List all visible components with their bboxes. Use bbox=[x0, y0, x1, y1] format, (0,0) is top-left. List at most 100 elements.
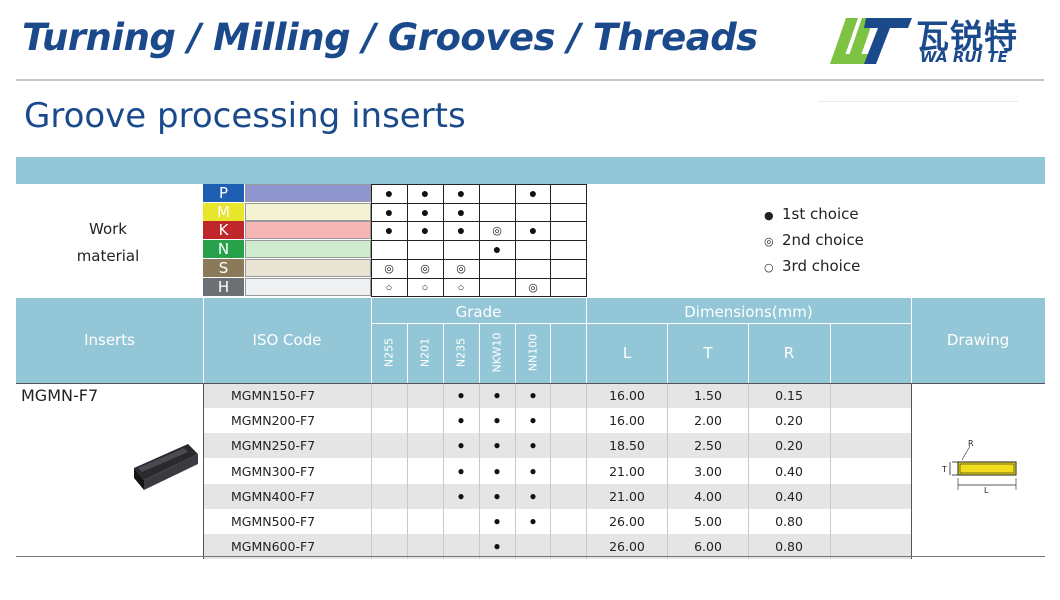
dimension-header-t: T bbox=[703, 344, 713, 362]
drawing-label-r: R bbox=[968, 439, 974, 448]
body-top-line bbox=[16, 383, 1045, 384]
grade-bullet: ● bbox=[529, 388, 537, 402]
iso-code-cell: MGMN150-F7 bbox=[231, 388, 316, 403]
grid-vline bbox=[407, 184, 408, 298]
dimension-r-cell: 0.20 bbox=[775, 438, 803, 454]
material-choice-mark: ● bbox=[456, 203, 466, 220]
table-row bbox=[203, 534, 911, 560]
dimension-r-cell: 0.40 bbox=[775, 463, 803, 479]
dimension-l-cell: 16.00 bbox=[609, 413, 645, 429]
drawing-label-l: L bbox=[984, 486, 989, 494]
table-bottom-rule bbox=[16, 556, 1045, 557]
grade-bullet: ● bbox=[529, 488, 537, 503]
work-material-label: Work material bbox=[58, 216, 158, 270]
dimension-l-cell: 26.00 bbox=[609, 514, 645, 529]
work-material-row: M bbox=[203, 202, 371, 221]
material-choice-mark: ◎ bbox=[420, 262, 430, 275]
grade-bullet: ● bbox=[493, 488, 501, 503]
dimension-l-cell: 26.00 bbox=[609, 539, 645, 555]
legend-label: 2nd choice bbox=[782, 231, 864, 249]
dimension-t-cell: 2.50 bbox=[694, 438, 722, 454]
grade-bullet: ● bbox=[493, 413, 501, 428]
series-name: MGMN-F7 bbox=[21, 386, 99, 405]
grade-bullet: ● bbox=[493, 514, 501, 528]
header-divider bbox=[371, 323, 911, 324]
header-divider bbox=[443, 324, 444, 383]
insert-drawing: R T L bbox=[941, 439, 1017, 494]
grid-hline bbox=[371, 277, 586, 279]
material-choice-mark: ○ bbox=[457, 281, 465, 294]
body-vline bbox=[371, 383, 372, 560]
material-letter: P bbox=[203, 184, 245, 202]
grid-vline bbox=[586, 184, 587, 298]
dimension-l-cell: 21.00 bbox=[609, 463, 645, 479]
body-vline bbox=[550, 383, 551, 560]
material-choice-mark: ● bbox=[420, 185, 430, 201]
legend-symbol-icon: ● bbox=[764, 209, 774, 222]
material-choice-mark: ● bbox=[384, 203, 394, 220]
work-material-row: S bbox=[203, 258, 371, 277]
dimension-header-r: R bbox=[783, 344, 795, 362]
iso-code-header: ISO Code bbox=[252, 331, 322, 349]
body-vline bbox=[479, 383, 480, 560]
material-letter: S bbox=[203, 258, 245, 277]
material-choice-mark: ● bbox=[384, 222, 394, 239]
grade-bullet: ● bbox=[493, 438, 501, 453]
header-divider bbox=[911, 298, 912, 383]
legend-item: ● 1st choice bbox=[764, 205, 859, 223]
header-divider bbox=[830, 324, 831, 383]
material-letter: M bbox=[203, 202, 245, 221]
header-divider bbox=[16, 79, 1044, 81]
material-color-bar bbox=[245, 202, 371, 221]
grade-header: Grade bbox=[455, 303, 502, 321]
grade-bullet: ● bbox=[457, 438, 465, 453]
iso-code-cell: MGMN400-F7 bbox=[231, 488, 316, 504]
iso-code-cell: MGMN300-F7 bbox=[231, 463, 316, 479]
dimension-t-cell: 3.00 bbox=[694, 463, 722, 479]
material-choice-mark: ● bbox=[384, 185, 394, 201]
dimension-t-cell: 6.00 bbox=[694, 539, 722, 555]
grade-bullet: ● bbox=[529, 463, 537, 478]
legend-item: ◎ 2nd choice bbox=[764, 231, 864, 249]
material-choice-mark: ◎ bbox=[456, 262, 466, 275]
legend-symbol-icon: ◎ bbox=[764, 235, 774, 248]
body-vline bbox=[830, 383, 831, 560]
grid-hline bbox=[371, 258, 586, 260]
body-vline bbox=[203, 383, 204, 560]
material-color-bar bbox=[245, 184, 371, 202]
material-choice-mark: ◎ bbox=[384, 262, 394, 275]
dimension-r-cell: 0.40 bbox=[775, 488, 803, 504]
grid-vline bbox=[479, 184, 480, 298]
insert-image bbox=[134, 444, 198, 490]
material-choice-mark: ◎ bbox=[528, 281, 538, 294]
material-choice-mark: ● bbox=[528, 185, 538, 201]
legend-symbol-icon: ○ bbox=[764, 261, 774, 274]
body-vline bbox=[748, 383, 749, 560]
grid-hline bbox=[371, 240, 586, 242]
section-title: Groove processing inserts bbox=[24, 96, 466, 136]
banner-title: Turning / Milling / Grooves / Threads bbox=[22, 16, 758, 59]
dimension-r-cell: 0.15 bbox=[775, 388, 803, 403]
header-divider bbox=[667, 324, 668, 383]
material-choice-mark: ◎ bbox=[492, 225, 502, 238]
dimension-r-cell: 0.20 bbox=[775, 413, 803, 429]
grid-hline bbox=[371, 184, 586, 185]
material-color-bar bbox=[245, 277, 371, 296]
header-divider bbox=[550, 324, 551, 383]
header-divider bbox=[407, 324, 408, 383]
grid-vline bbox=[550, 184, 551, 298]
table-row bbox=[203, 433, 911, 459]
table-row bbox=[203, 483, 911, 509]
body-vline bbox=[407, 383, 408, 560]
header-divider bbox=[203, 298, 204, 383]
grade-column-header: N201 bbox=[418, 337, 432, 368]
legend-label: 1st choice bbox=[782, 205, 859, 223]
grid-vline bbox=[515, 184, 516, 298]
header-divider bbox=[748, 324, 749, 383]
iso-code-cell: MGMN200-F7 bbox=[231, 413, 316, 429]
legend-item: ○ 3rd choice bbox=[764, 257, 860, 275]
grade-bullet: ● bbox=[529, 438, 537, 453]
grade-bullet: ● bbox=[457, 463, 465, 478]
dimension-t-cell: 2.00 bbox=[694, 413, 722, 429]
dimensions-header: Dimensions(mm) bbox=[684, 303, 813, 321]
